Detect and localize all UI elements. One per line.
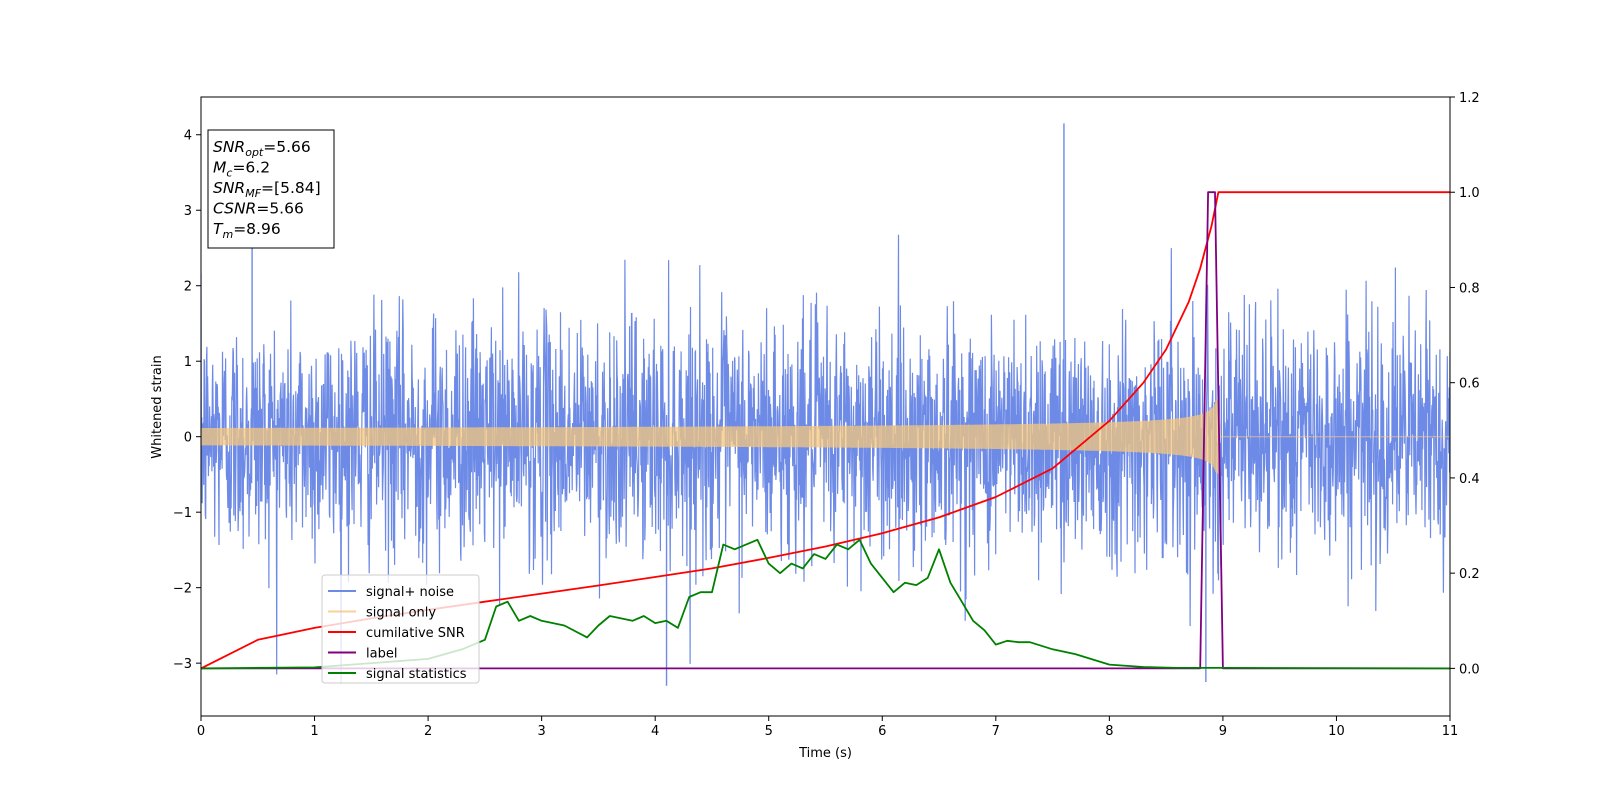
legend: signal+ noise signal only cumilative SNR la… (321, 574, 480, 684)
y2-tick-label: 1.2 (1459, 91, 1480, 106)
series-signal-noise (201, 234, 1450, 684)
annotation-box: SNRopt=5.66Mc=6.2SNRMF=[5.84]CSNR=5.66Tm… (207, 129, 335, 249)
annotation-subscript: m (222, 228, 233, 241)
y2-tick-label: 0.4 (1459, 472, 1480, 487)
y-axis-left: −3 −2 −1 0 1 2 3 4 (173, 129, 201, 672)
x-tick-label: 5 (765, 724, 773, 739)
annotation-symbol: CSNR (213, 200, 256, 218)
x-tick-label: 2 (424, 724, 432, 739)
y-tick-label: 3 (184, 204, 192, 219)
legend-label: label (366, 647, 397, 662)
legend-label: cumilative SNR (366, 626, 465, 641)
annotation-value: =6.2 (232, 159, 270, 177)
annotation-line: Mc=6.2 (213, 159, 270, 180)
annotation-symbol: SNR (213, 179, 245, 197)
legend-label: signal only (366, 606, 436, 621)
x-tick-label: 11 (1442, 724, 1459, 739)
annotation-value: =5.66 (263, 138, 311, 156)
legend-frame (321, 574, 480, 684)
annotation-symbol: T (213, 220, 224, 238)
y-tick-label: 4 (184, 129, 192, 144)
y2-tick-label: 0.2 (1459, 567, 1480, 582)
y-axis-label: Whitened strain (150, 355, 165, 458)
series-signal-statistics (201, 538, 1450, 670)
y-tick-label: 1 (184, 355, 192, 370)
annotation-frame (207, 129, 335, 249)
annotation-line: Tm=8.96 (213, 220, 281, 241)
annotation-symbol: M (213, 159, 226, 177)
annotation-symbol: SNR (213, 138, 245, 156)
y-tick-label: 2 (184, 280, 192, 295)
annotation-subscript: opt (245, 146, 264, 159)
axes-frame (200, 96, 1451, 717)
series-signal-only (201, 399, 1450, 474)
x-tick-label: 0 (197, 724, 205, 739)
y-axis-right: 0.0 0.2 0.4 0.6 0.8 1.0 1.2 (1450, 91, 1480, 677)
annotation-value: =5.66 (256, 200, 304, 218)
annotation-line: SNRMF=[5.84] (213, 179, 321, 200)
x-tick-label: 4 (651, 724, 659, 739)
legend-label: signal statistics (366, 667, 467, 682)
annotation-value: =[5.84] (261, 179, 321, 197)
x-tick-label: 9 (1219, 724, 1227, 739)
x-tick-label: 3 (537, 724, 545, 739)
y2-tick-label: 0.6 (1459, 377, 1480, 392)
x-tick-label: 8 (1105, 724, 1113, 739)
x-tick-label: 10 (1328, 724, 1345, 739)
x-tick-label: 7 (992, 724, 1000, 739)
x-tick-label: 1 (310, 724, 318, 739)
annotation-subscript: c (226, 167, 232, 180)
annotation-line: SNRopt=5.66 (213, 138, 311, 159)
x-axis-label: Time (s) (798, 746, 852, 761)
y-tick-label: −2 (173, 582, 192, 597)
legend-label: signal+ noise (366, 585, 454, 600)
annotation-value: =8.96 (233, 220, 281, 238)
y-tick-label: −3 (173, 657, 192, 672)
y-tick-label: −1 (173, 506, 192, 521)
y2-tick-label: 1.0 (1459, 186, 1480, 201)
x-tick-label: 6 (878, 724, 886, 739)
y-tick-label: 0 (184, 431, 192, 446)
x-axis: 0 1 2 3 4 5 6 7 8 9 10 11 (197, 716, 1458, 739)
y2-tick-label: 0.0 (1459, 662, 1480, 677)
annotation-line: CSNR=5.66 (213, 200, 304, 218)
y2-tick-label: 0.8 (1459, 281, 1480, 296)
annotation-subscript: MF (245, 187, 261, 200)
